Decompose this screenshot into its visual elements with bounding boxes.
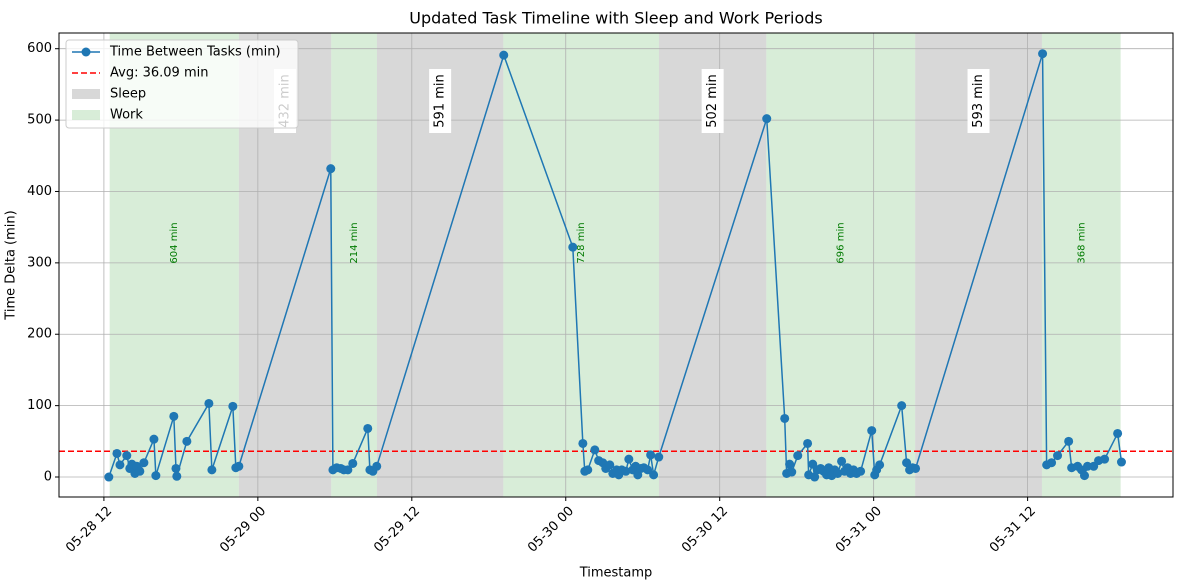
legend-label: Work — [110, 108, 143, 123]
work-span — [766, 33, 916, 497]
work-span — [331, 33, 377, 497]
data-point — [803, 438, 813, 448]
data-point — [624, 454, 634, 464]
data-point — [372, 461, 382, 471]
data-point — [578, 438, 588, 448]
data-point — [171, 463, 181, 473]
legend-box — [65, 39, 299, 129]
x-tick-label: 05-31 12 — [987, 504, 1039, 556]
x-tick-label: 05-31 00 — [833, 504, 885, 556]
data-point — [122, 451, 132, 461]
plot-frame — [58, 32, 1174, 498]
data-point — [1100, 454, 1110, 464]
data-point — [139, 458, 149, 468]
data-point — [1113, 428, 1123, 438]
data-point — [363, 423, 373, 433]
data-point — [649, 470, 659, 480]
data-point — [1047, 458, 1057, 468]
data-point — [204, 398, 214, 408]
x-tick-label: 05-30 12 — [679, 504, 731, 556]
data-point — [115, 460, 125, 470]
legend-symbol — [72, 89, 100, 99]
data-point — [169, 411, 179, 421]
data-point — [1053, 451, 1063, 461]
data-point — [1038, 49, 1048, 59]
data-point — [135, 466, 145, 476]
data-point — [207, 465, 217, 475]
work-span — [1041, 33, 1121, 497]
legend-label: Time Between Tasks (min) — [109, 45, 281, 60]
y-tick-label: 500 — [27, 113, 52, 128]
data-point — [762, 114, 772, 124]
legend-symbol — [72, 110, 100, 120]
work-label: 696 min — [836, 222, 847, 263]
legend-label: Sleep — [110, 87, 146, 102]
y-tick-label: 400 — [27, 184, 52, 199]
data-point — [499, 50, 509, 60]
y-tick-label: 200 — [27, 327, 52, 342]
x-tick-label: 05-29 00 — [217, 504, 269, 556]
data-point — [621, 466, 631, 476]
sleep-label-box — [967, 69, 990, 133]
data-point — [833, 468, 843, 478]
data-point — [104, 472, 114, 482]
data-point — [151, 471, 161, 481]
data-point — [112, 448, 122, 458]
x-tick-label: 05-30 00 — [525, 504, 577, 556]
data-point — [182, 436, 192, 446]
data-point — [348, 458, 358, 468]
data-point — [867, 426, 877, 436]
x-tick-label: 05-29 12 — [371, 504, 423, 556]
work-label: 604 min — [169, 222, 180, 263]
data-point — [228, 401, 238, 411]
data-point — [643, 465, 653, 475]
data-point — [149, 434, 159, 444]
y-tick-label: 0 — [44, 470, 52, 485]
x-axis-label: Timestamp — [579, 566, 653, 580]
data-point — [911, 463, 921, 473]
y-axis-label: Time Delta (min) — [4, 210, 19, 320]
x-tick-label: 05-28 12 — [63, 504, 115, 556]
data-point — [793, 451, 803, 461]
data-point — [172, 471, 182, 481]
sleep-label: 502 min — [705, 74, 720, 127]
data-point — [856, 466, 866, 476]
y-tick-label: 600 — [27, 41, 52, 56]
work-label: 368 min — [1076, 222, 1087, 263]
data-point — [837, 456, 847, 466]
data-point — [810, 472, 820, 482]
y-tick-label: 300 — [27, 255, 52, 270]
data-point — [590, 445, 600, 455]
legend-symbol — [81, 47, 91, 57]
data-point — [326, 164, 336, 174]
data-point — [875, 460, 885, 470]
sleep-label: 593 min — [971, 74, 986, 127]
sleep-label-box — [701, 69, 724, 133]
data-point — [654, 452, 664, 462]
data-point — [343, 465, 353, 475]
data-point — [605, 460, 615, 470]
data-point — [234, 461, 244, 471]
data-point — [785, 459, 795, 469]
work-label: 214 min — [349, 222, 360, 263]
data-point — [1116, 457, 1126, 467]
data-point — [780, 413, 790, 423]
data-point — [583, 465, 593, 475]
work-label: 728 min — [576, 222, 587, 263]
y-tick-label: 100 — [27, 398, 52, 413]
data-point — [787, 467, 797, 477]
data-point — [1082, 461, 1092, 471]
work-span — [503, 33, 659, 497]
data-point — [1079, 471, 1089, 481]
data-point — [568, 242, 578, 252]
sleep-label-box — [429, 69, 452, 133]
data-point — [1064, 436, 1074, 446]
legend-label: Avg: 36.09 min — [110, 66, 208, 81]
data-point — [897, 401, 907, 411]
data-point — [902, 458, 912, 468]
chart-title: Updated Task Timeline with Sleep and Wor… — [409, 9, 823, 28]
sleep-label: 591 min — [433, 74, 448, 127]
data-point — [646, 450, 656, 460]
